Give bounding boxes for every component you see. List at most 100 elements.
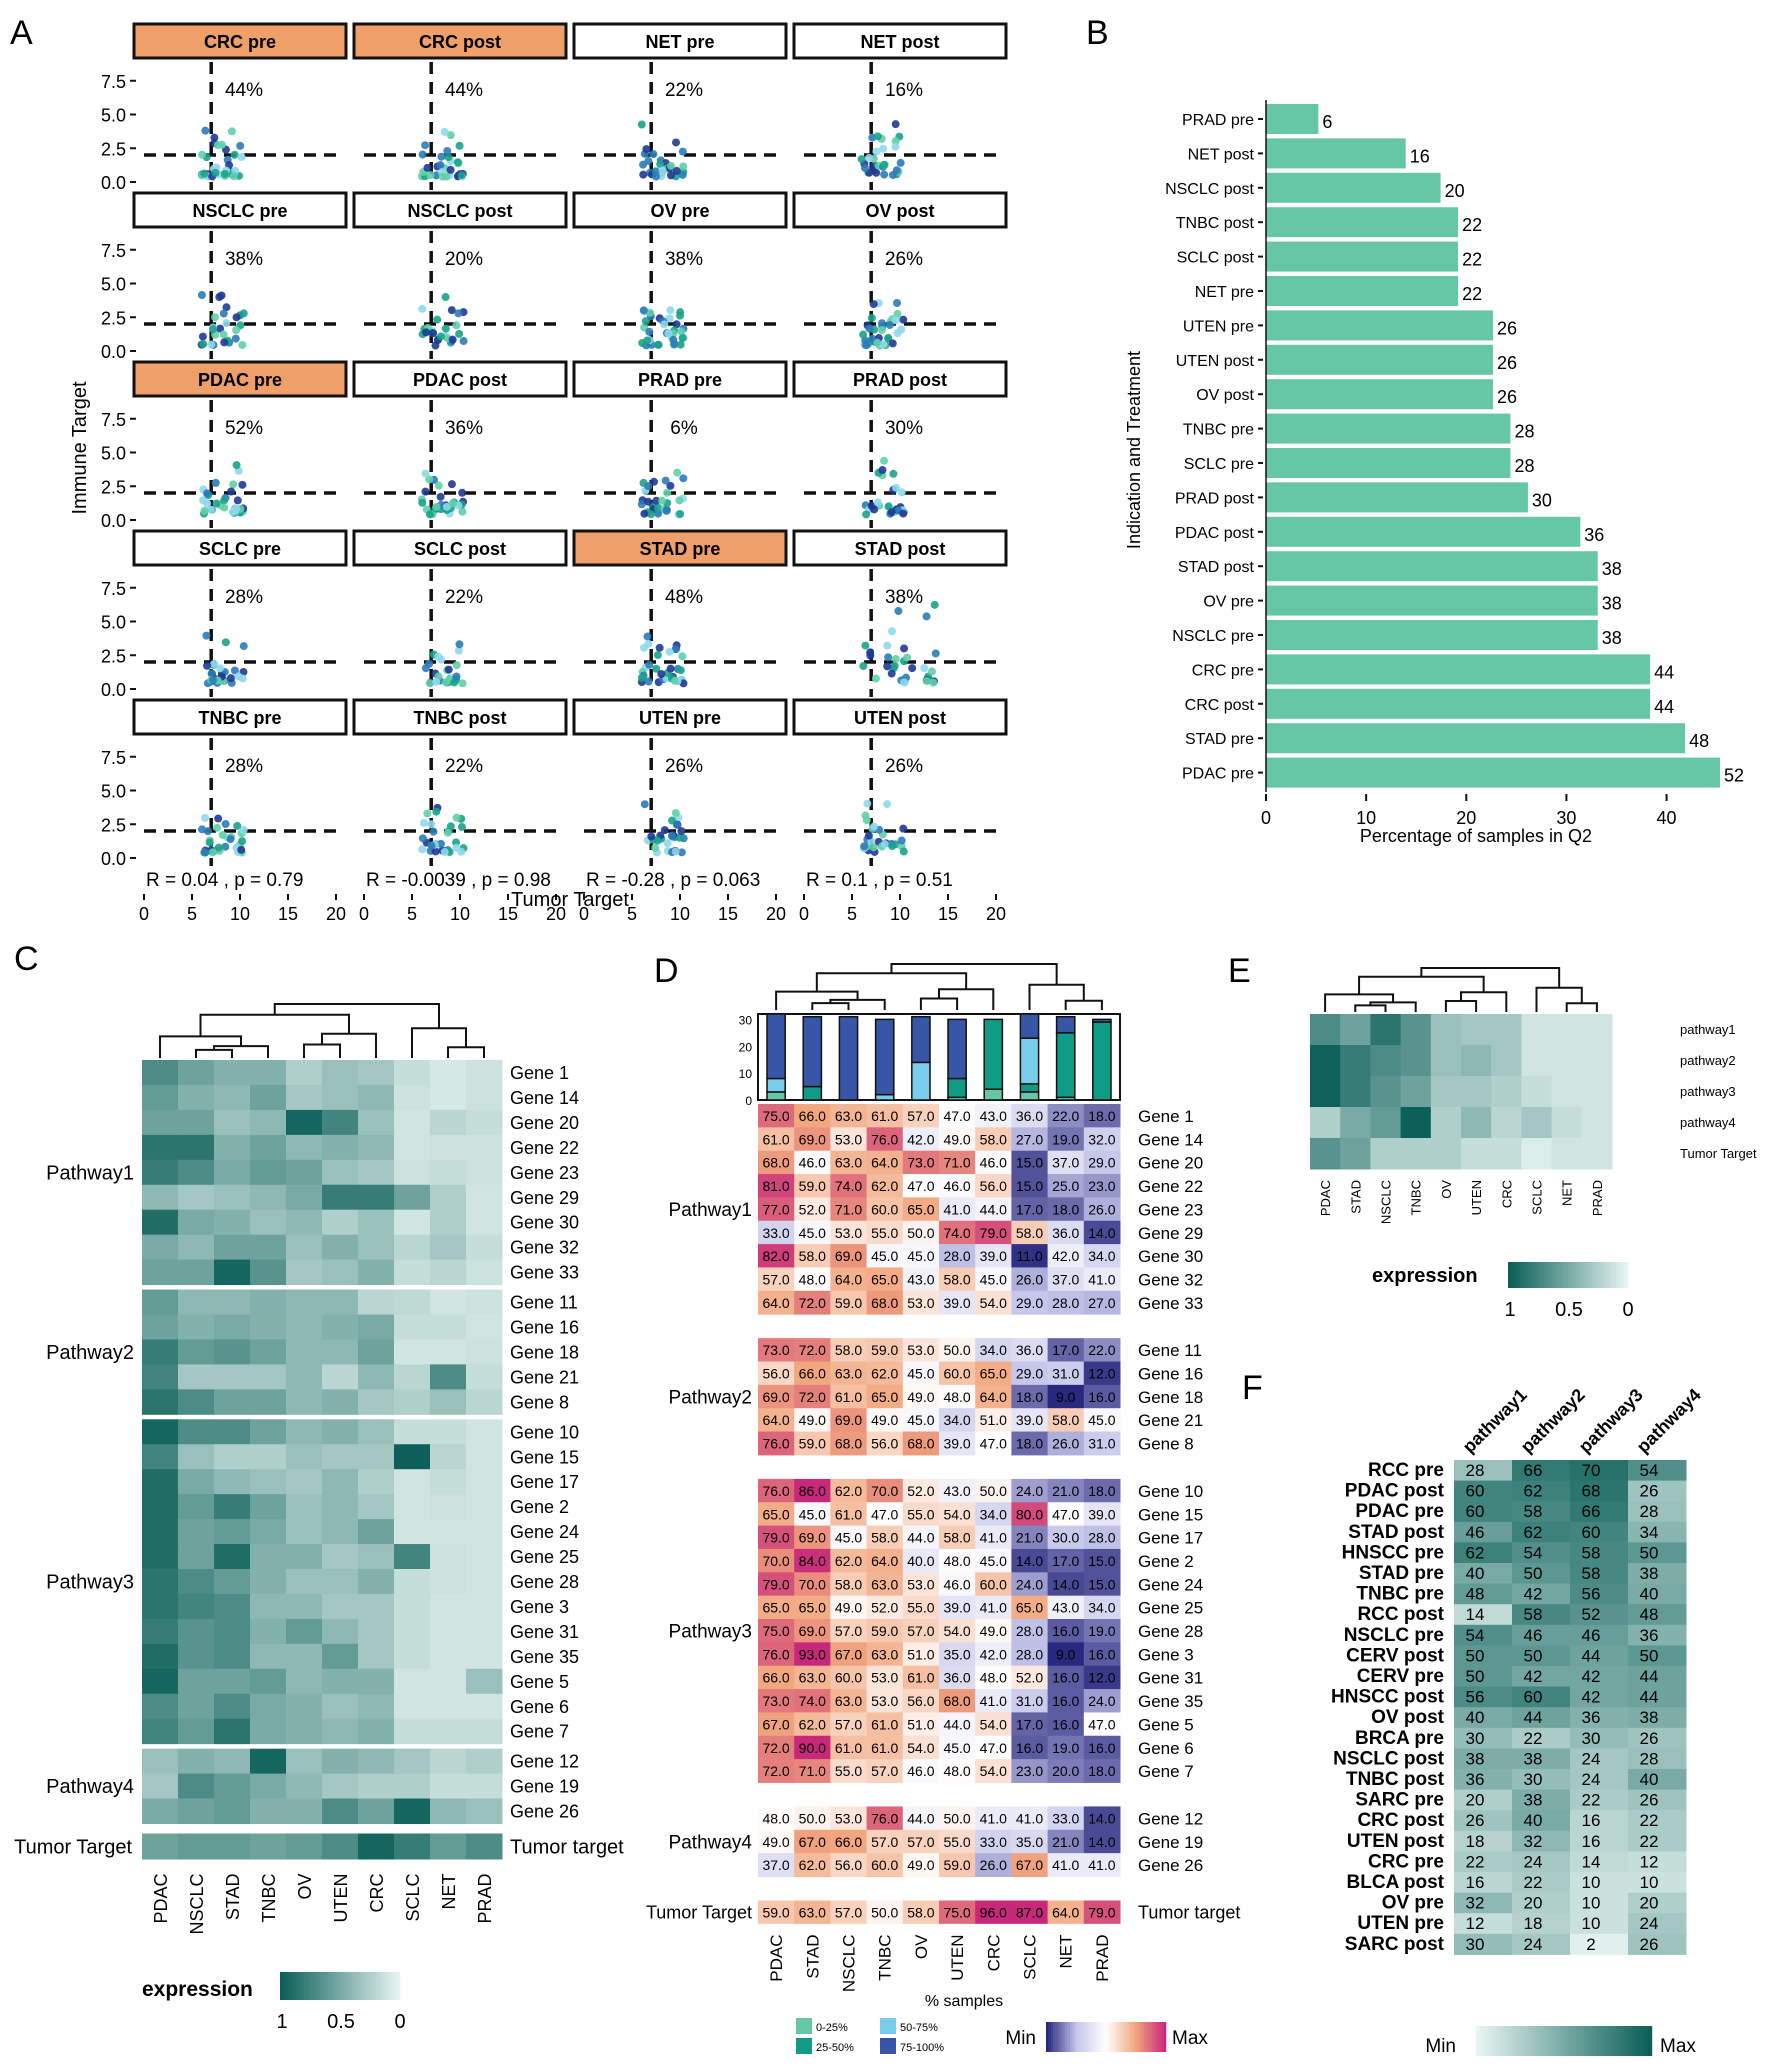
heatmap-cell [178,1109,215,1136]
gene-label: Gene 10 [1138,1482,1203,1501]
cell-value: 63.0 [799,1670,826,1686]
samples-legend-swatch [880,2038,896,2054]
heatmap-cell [758,1408,795,1433]
gene-label: Gene 14 [510,1088,579,1108]
heatmap-cell [830,1665,868,1690]
stacked-bar-segment [1092,1018,1112,1023]
gene-label: Gene 3 [510,1597,569,1617]
heatmap-cell [358,1748,395,1775]
dendrogram-branch [1535,986,1583,1012]
cell-value: 45.0 [907,1412,934,1428]
heatmap-cell [142,1798,179,1824]
cell-value: 53.0 [871,1670,898,1686]
legend-min: Min [1005,2028,1036,2049]
cell-value: 53.0 [907,1576,934,1592]
gene-label: Gene 31 [510,1622,579,1642]
heatmap-cell [758,1595,795,1620]
facet-strip [132,191,348,229]
table-cell [1628,1583,1687,1605]
scatter-point [197,291,206,300]
table-row-label: PDAC pre [1355,1501,1444,1522]
heatmap-cell [430,1184,467,1211]
heatmap-cell [1461,1045,1492,1077]
gene-label: Gene 25 [510,1547,579,1567]
scatter-point [220,496,229,505]
heatmap-cell [214,1389,251,1415]
legend-gradient-step [391,1972,395,2000]
heatmap-cell [358,1444,395,1470]
heatmap-cell [142,1314,179,1340]
table-cell [1570,1624,1629,1646]
dendrogram-branch [1420,967,1561,988]
table-legend-step [1496,2026,1501,2056]
table-cell-value: 60 [1524,1688,1543,1707]
table-cell-value: 26 [1640,1791,1659,1810]
table-cell [1454,1851,1513,1873]
heatmap-cell [466,1798,503,1824]
heatmap-cell [830,1267,868,1292]
cell-value: 68.0 [943,1693,970,1709]
legend-gradient-step [316,1972,320,2000]
x-tick-label: 5 [627,904,637,924]
bar [1266,585,1598,616]
cell-value: 56.0 [835,1857,862,1873]
diverging-legend-step [1120,2022,1123,2052]
gene-label: Gene 1 [1138,1107,1194,1126]
tumor-target-cell [178,1833,215,1860]
heatmap-cell [214,1184,251,1211]
x-tick-label: 20 [326,904,346,924]
legend-gradient-step [355,1972,359,2000]
heatmap-cell [902,1244,940,1268]
heatmap-cell [975,1267,1012,1292]
heatmap-cell [178,1668,215,1695]
cell-value: 62.0 [871,1178,898,1194]
heatmap-cell [142,1748,179,1775]
cell-value: 55.0 [943,1834,970,1850]
table-legend-step [1560,2026,1565,2056]
heatmap-cell [322,1289,359,1315]
heatmap-cell [214,1084,251,1111]
heatmap-cell [466,1718,503,1745]
facet-strip [352,191,568,229]
heatmap-cell [286,1364,323,1390]
heatmap-cell [1370,1138,1402,1170]
heatmap-cell [1581,1076,1613,1108]
table-cell-value: 24 [1640,1914,1659,1933]
heatmap-cell [322,1259,359,1286]
cell-value: 49.0 [907,1857,934,1873]
scatter-point [222,319,231,328]
x-tick-label: 10 [1356,808,1376,828]
heatmap-cell [975,1806,1012,1831]
heatmap-cell [830,1619,868,1643]
table-legend-step [1504,2026,1509,2056]
heatmap-cell [794,1127,831,1152]
heatmap-cell [830,1712,868,1737]
scatter-point [675,833,684,842]
cell-value: 43.0 [1052,1600,1079,1616]
scatter-point [446,131,455,140]
heatmap-cell [466,1060,503,1086]
cell-value: 39.0 [980,1248,1007,1264]
heatmap-cell [939,1150,976,1175]
table-cell-value: 16 [1582,1811,1601,1830]
heatmap-cell [358,1289,395,1315]
heatmap-cell [830,1361,868,1386]
bar-value-label: 22 [1462,250,1482,270]
heatmap-cell [142,1364,179,1390]
heatmap-cell [430,1569,467,1595]
diverging-legend-step [1127,2022,1131,2052]
cell-value: 33.0 [762,1225,789,1241]
heatmap-cell [214,1798,251,1824]
heatmap-cell [758,1853,795,1877]
table-cell [1512,1810,1571,1832]
cell-value: 55.0 [835,1763,862,1779]
cell-value: 15.0 [1016,1178,1043,1194]
heatmap-cell [142,1569,179,1595]
heatmap-cell [466,1184,503,1211]
heatmap-cell [358,1060,395,1086]
scatter-point [443,147,452,156]
scatter-point [429,329,438,338]
legend-gradient-step [1547,1262,1551,1288]
table-cell [1512,1460,1571,1482]
